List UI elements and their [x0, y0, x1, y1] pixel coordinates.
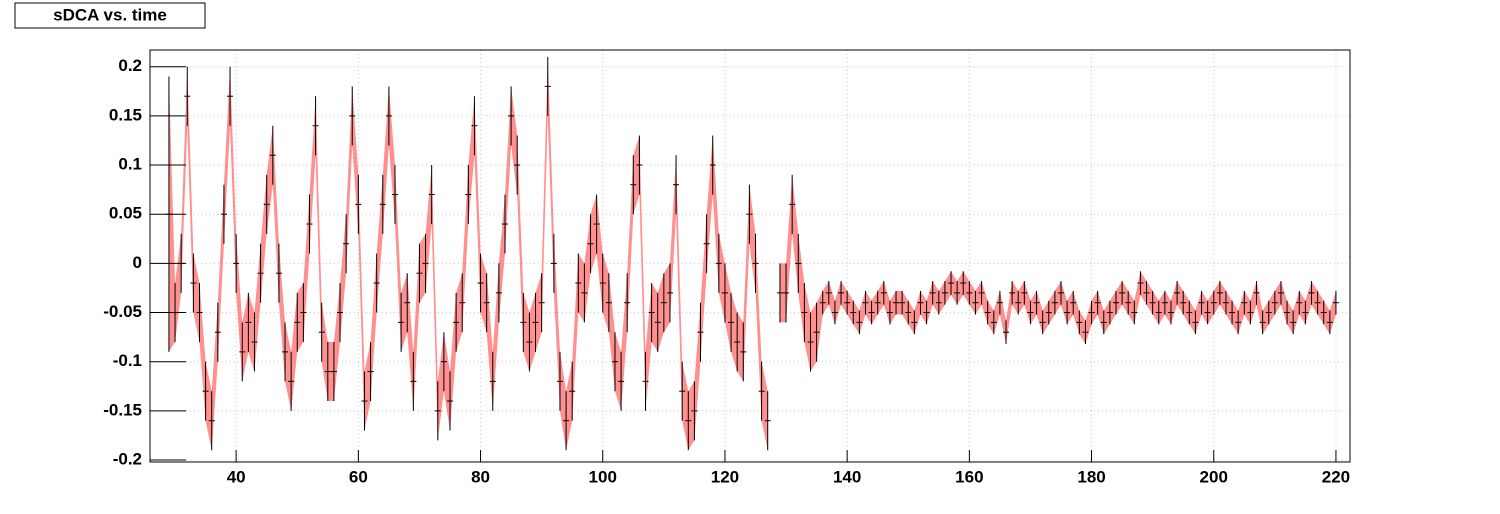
y-tick-label: 0.1 [118, 155, 142, 174]
y-tick-label: 0 [133, 253, 142, 272]
x-tick-label: 80 [471, 467, 490, 486]
x-tick-label: 140 [833, 467, 861, 486]
grid [150, 50, 1350, 462]
plot-area [165, 56, 1339, 451]
x-tick-label: 100 [589, 467, 617, 486]
x-tick-label: 180 [1077, 467, 1105, 486]
y-tick-label: -0.2 [113, 450, 142, 469]
axes: -0.2 -0.15 -0.1 -0.05 0 0.05 0.1 0.15 0.2 40 60 80 1… [103, 56, 1350, 486]
x-tick-label: 160 [955, 467, 983, 486]
y-tick-label: -0.1 [113, 351, 142, 370]
x-tick-label: 60 [349, 467, 368, 486]
error-band [779, 174, 1336, 372]
x-tick-label: 40 [227, 467, 246, 486]
y-tick-label: 0.2 [118, 56, 142, 75]
y-tick-label: -0.15 [103, 400, 142, 419]
x-tick-label: 220 [1322, 467, 1350, 486]
frame [149, 49, 1351, 463]
y-tick-label: -0.05 [103, 302, 142, 321]
chart-title: sDCA vs. time [53, 5, 167, 24]
title-box [14, 2, 206, 29]
x-tick-label: 200 [1200, 467, 1228, 486]
y-tick-label: 0.05 [109, 204, 142, 223]
error-band [168, 56, 768, 451]
y-tick-label: 0.15 [109, 105, 142, 124]
x-tick-label: 120 [711, 467, 739, 486]
